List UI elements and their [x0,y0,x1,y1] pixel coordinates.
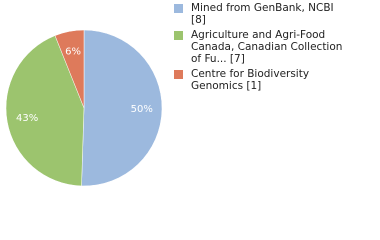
legend: Mined from GenBank, NCBI [8] Agriculture … [174,2,364,95]
slice-label: 43% [16,113,38,124]
legend-label: Mined from GenBank, NCBI [8] [191,2,334,26]
pie-slice [54,29,85,109]
pie-chart: 50% 43% 6% [5,29,163,187]
legend-swatch [174,70,183,79]
pie-slice [5,35,85,187]
legend-label: Centre for Biodiversity Genomics [1] [191,68,310,92]
legend-swatch [174,4,183,13]
legend-swatch [174,31,183,40]
legend-item: Centre for Biodiversity Genomics [1] [174,68,351,92]
pie-slice [81,29,163,187]
legend-item: Mined from GenBank, NCBI [8] [174,2,351,26]
slice-label: 6% [65,46,81,57]
legend-item: Agriculture and Agri-Food Canada, Canadi… [174,29,351,65]
slice-label: 50% [131,104,153,115]
legend-label: Agriculture and Agri-Food Canada, Canadi… [191,29,343,65]
